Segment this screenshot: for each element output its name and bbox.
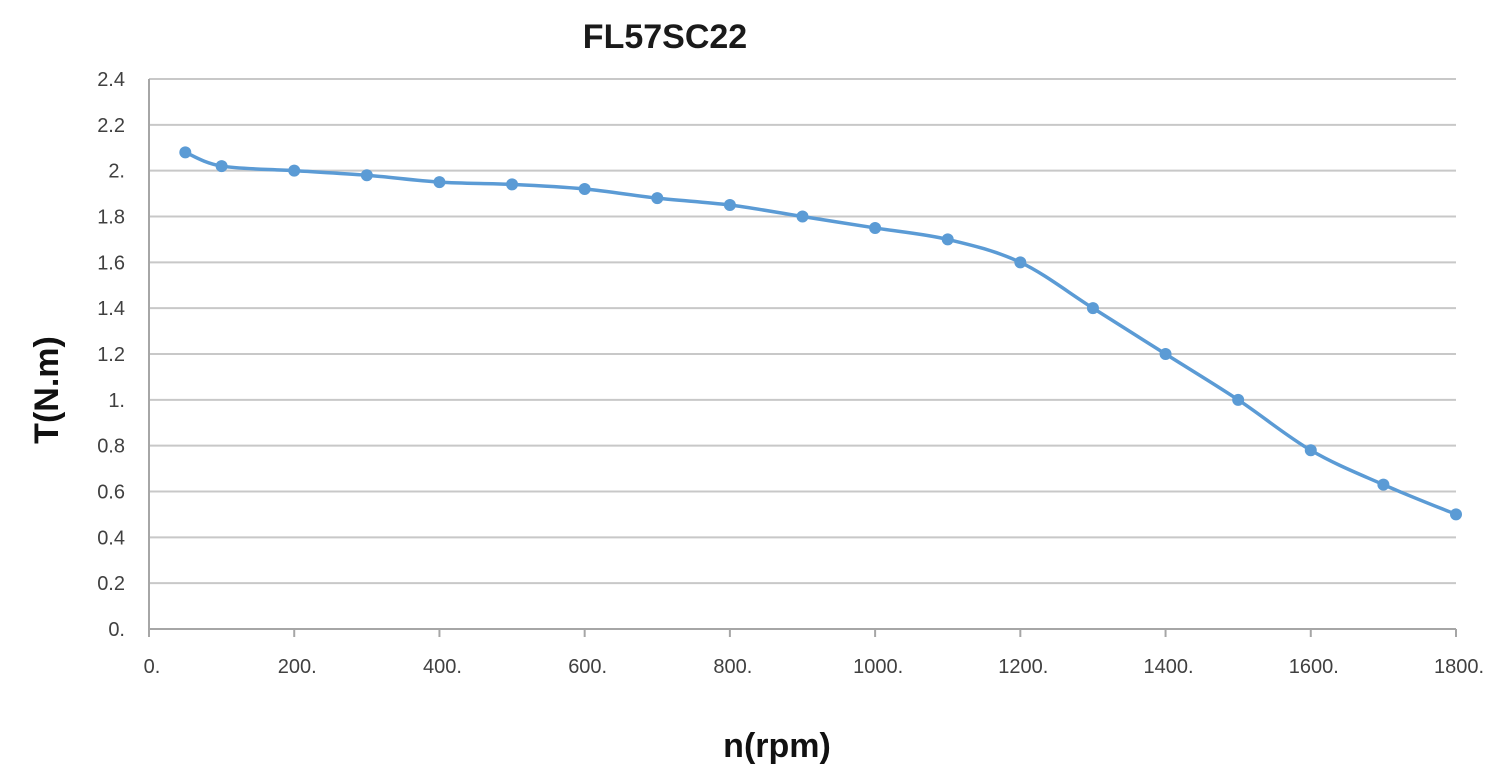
data-point (941, 233, 954, 246)
y-tick-label: 2. (108, 161, 125, 183)
x-tick-label: 800. (713, 656, 752, 678)
data-point (1377, 478, 1390, 491)
data-point (215, 160, 228, 173)
x-tick-label: 1200. (998, 656, 1048, 678)
x-tick-label: 1400. (1144, 656, 1194, 678)
y-tick-label: 0.2 (97, 573, 125, 595)
data-point (869, 221, 882, 234)
data-point (1014, 256, 1027, 269)
data-point (1304, 444, 1317, 457)
data-point (433, 176, 446, 189)
data-point (1450, 508, 1462, 521)
y-tick-label: 0.6 (97, 482, 125, 504)
x-tick-label: 400. (423, 656, 462, 678)
axes (148, 79, 1457, 637)
x-tick-label: 200. (278, 656, 317, 678)
y-tick-label: 1.2 (97, 344, 125, 366)
data-point (723, 199, 736, 212)
x-tick-labels: 0. 200. 400. 600. 800. 1000. 1200. 1400. 1600. 18… (144, 656, 1484, 678)
x-tick-label: 1600. (1289, 656, 1339, 678)
series-line (184, 150, 1457, 517)
y-tick-label: 1. (108, 390, 125, 412)
data-point (796, 210, 809, 223)
x-tick-label: 1800. (1434, 656, 1484, 678)
y-tick-label: 1.4 (97, 298, 125, 320)
y-tick-labels: 0. 0.2 0.4 0.6 0.8 1. 1.2 1.4 1.6 1.8 2. 2.2 2.4 (97, 69, 125, 641)
chart-title: FL57SC22 (583, 18, 747, 56)
gridlines (149, 78, 1456, 585)
data-point (1159, 348, 1172, 360)
x-tick-label: 0. (144, 656, 161, 678)
y-tick-label: 0.8 (97, 436, 125, 458)
y-tick-label: 0. (108, 619, 125, 641)
y-tick-label: 2.2 (97, 115, 125, 137)
x-tick-label: 1000. (853, 656, 903, 678)
data-point (1232, 393, 1245, 406)
data-point (506, 178, 519, 191)
y-axis-label: T(N.m) (28, 336, 66, 444)
y-tick-label: 1.6 (97, 252, 125, 274)
data-point (360, 169, 373, 182)
data-point (1086, 302, 1099, 315)
series (179, 146, 1462, 521)
data-point (651, 192, 664, 205)
data-point (578, 183, 591, 195)
x-axis-label: n(rpm) (723, 727, 831, 765)
y-tick-label: 1.8 (97, 207, 125, 229)
x-tick-label: 600. (568, 656, 607, 678)
data-point (288, 164, 301, 177)
data-point (179, 146, 192, 159)
y-tick-label: 2.4 (97, 69, 125, 91)
y-tick-label: 0.4 (97, 527, 125, 549)
